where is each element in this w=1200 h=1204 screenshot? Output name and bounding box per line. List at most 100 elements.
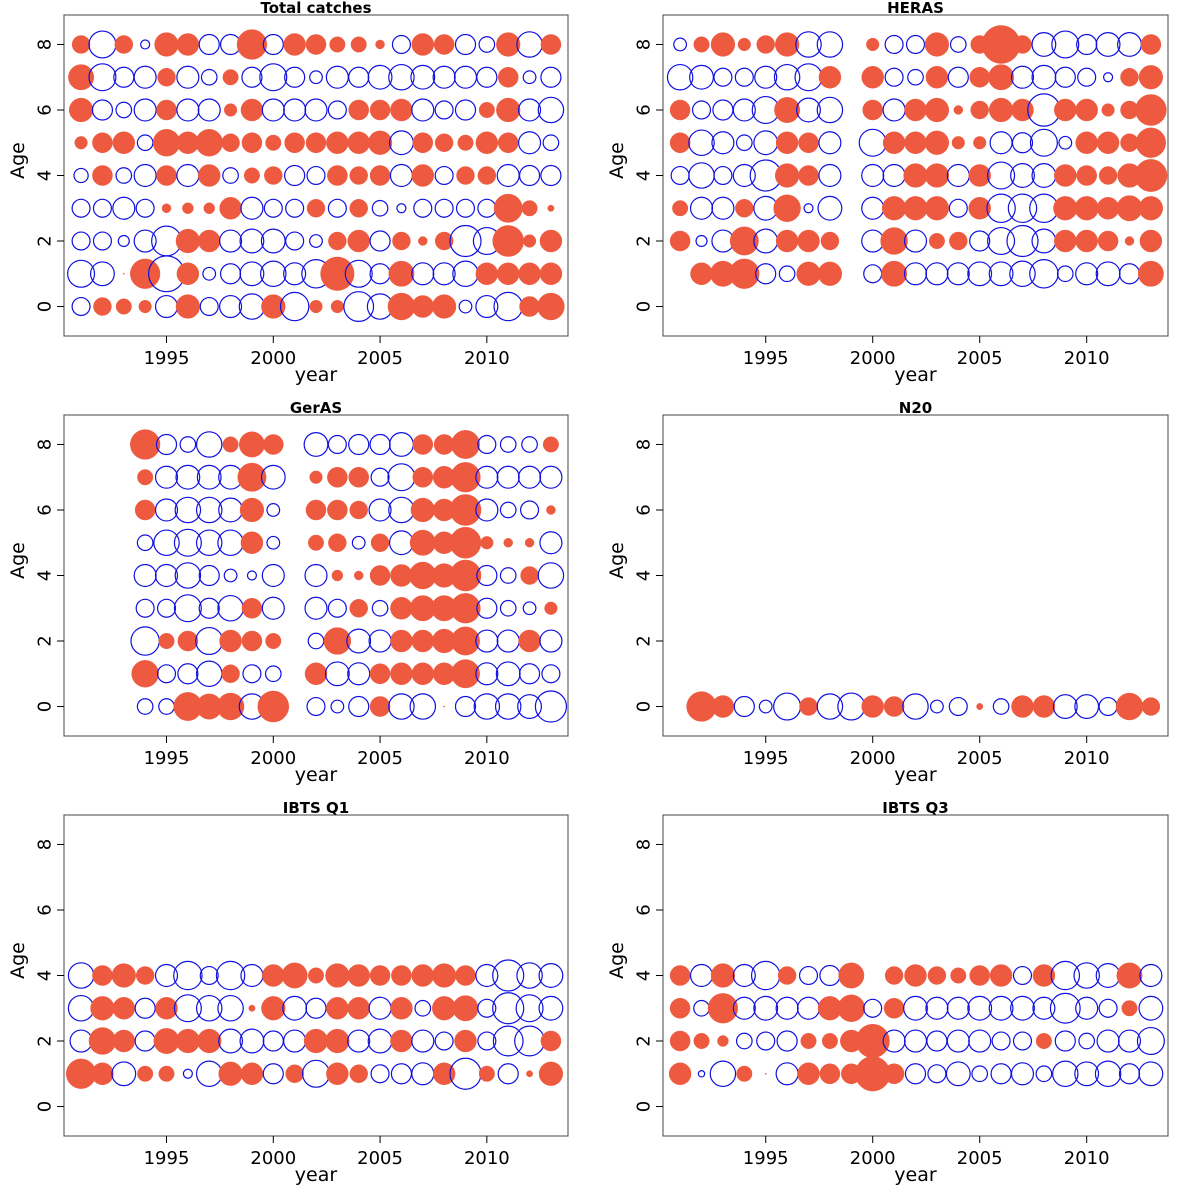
bubble-negative bbox=[989, 131, 1013, 155]
panel-ibts-q1: IBTS Q1 year Age 1995 2000 2005 2010 0 2 4 6 8 bbox=[7, 799, 569, 1186]
y-tick-label: 4 bbox=[633, 570, 654, 581]
bubble-negative bbox=[390, 1063, 413, 1085]
bubble-negative bbox=[733, 695, 755, 718]
bubble-negative bbox=[925, 996, 949, 1020]
bubble-negative bbox=[242, 664, 262, 684]
bubble-positive bbox=[390, 1029, 413, 1053]
bubble-negative bbox=[904, 1063, 927, 1085]
bubble-negative bbox=[1136, 1026, 1165, 1056]
bubble-negative bbox=[304, 596, 328, 620]
bubble-positive bbox=[773, 194, 801, 222]
x-tick-label: 2005 bbox=[957, 748, 1003, 769]
bubble-positive bbox=[130, 429, 161, 460]
bubble-positive bbox=[325, 1028, 350, 1054]
bubble-positive bbox=[222, 69, 239, 86]
bubble-negative bbox=[195, 994, 223, 1022]
bubble-positive bbox=[542, 436, 559, 453]
bubble-negative bbox=[753, 995, 779, 1021]
bubble-positive bbox=[669, 997, 691, 1019]
bubble-positive bbox=[449, 559, 482, 592]
bubble-positive bbox=[433, 34, 455, 55]
bubble-negative bbox=[195, 529, 223, 557]
x-tick-label: 2010 bbox=[464, 1148, 510, 1169]
bubble-positive bbox=[432, 1062, 456, 1085]
bubble-negative bbox=[198, 597, 220, 619]
bubble-negative bbox=[195, 431, 223, 458]
y-tick-label: 2 bbox=[34, 1035, 55, 1046]
y-axis-label: Age bbox=[7, 142, 29, 179]
bubble-positive bbox=[819, 1063, 841, 1085]
bubble-negative bbox=[540, 164, 562, 187]
bubble-negative bbox=[67, 259, 96, 288]
bubble-negative bbox=[1117, 32, 1142, 57]
y-tick-label: 8 bbox=[633, 439, 654, 450]
bubble-positive bbox=[369, 565, 391, 586]
bubble-negative bbox=[239, 228, 265, 254]
x-tick-label: 2000 bbox=[850, 348, 896, 369]
bubble-negative bbox=[775, 996, 799, 1020]
bubble-positive bbox=[496, 262, 520, 285]
bubble-positive bbox=[391, 965, 412, 986]
bubble-negative bbox=[1029, 128, 1058, 157]
bubble-negative bbox=[113, 66, 135, 88]
bubble-positive bbox=[903, 196, 928, 221]
bubble-negative bbox=[945, 1061, 971, 1087]
bubble-negative bbox=[347, 662, 371, 686]
bubble-positive bbox=[239, 497, 265, 523]
bubble-positive bbox=[669, 132, 691, 154]
bubble-negative bbox=[816, 693, 844, 720]
bubble-negative bbox=[755, 263, 777, 285]
bubble-positive bbox=[432, 963, 457, 988]
bubble-positive bbox=[348, 99, 369, 121]
bubble-positive bbox=[92, 165, 113, 186]
bubble-positive bbox=[518, 262, 541, 285]
y-tick-label: 2 bbox=[633, 235, 654, 246]
x-tick-label: 1995 bbox=[144, 1148, 190, 1169]
bubble-positive bbox=[303, 1028, 329, 1054]
bubble-positive bbox=[497, 66, 519, 88]
bubble-negative bbox=[89, 261, 115, 287]
y-tick-label: 0 bbox=[34, 301, 55, 312]
bubble-positive bbox=[1011, 695, 1034, 718]
bubble-negative bbox=[986, 193, 1016, 224]
bubble-negative bbox=[88, 30, 117, 59]
bubble-positive bbox=[134, 499, 156, 521]
bubble-positive bbox=[800, 1033, 817, 1050]
bubble-negative bbox=[688, 129, 715, 157]
bubble-negative bbox=[734, 67, 754, 87]
y-tick-label: 4 bbox=[633, 170, 654, 181]
bubble-negative bbox=[756, 1031, 776, 1051]
bubble-negative bbox=[1050, 960, 1081, 991]
bubble-positive bbox=[454, 1029, 477, 1053]
bubble-positive bbox=[866, 37, 880, 52]
bubble-positive bbox=[492, 225, 524, 257]
bubble-negative bbox=[266, 503, 281, 517]
bubble-negative bbox=[477, 998, 497, 1018]
bubble-negative bbox=[713, 67, 733, 87]
bubble-positive bbox=[306, 199, 326, 218]
bubble-negative bbox=[713, 165, 733, 186]
x-tick-label: 2010 bbox=[464, 748, 510, 769]
bubble-positive bbox=[796, 261, 821, 286]
x-tick-label: 2000 bbox=[250, 348, 296, 369]
bubble-positive bbox=[198, 164, 221, 187]
bubble-positive bbox=[838, 962, 865, 989]
bubble-negative bbox=[1095, 261, 1121, 287]
bubble-negative bbox=[537, 96, 565, 124]
bubble-negative bbox=[434, 1031, 454, 1051]
bubble-negative bbox=[388, 63, 415, 91]
bubble-negative bbox=[1010, 163, 1035, 188]
bubble-positive bbox=[410, 497, 435, 523]
x-tick-label: 2005 bbox=[357, 748, 403, 769]
bubble-negative bbox=[1139, 963, 1163, 988]
x-tick-label: 2010 bbox=[464, 348, 510, 369]
bubble-negative bbox=[239, 1028, 265, 1054]
bubble-negative bbox=[260, 260, 287, 288]
bubble-positive bbox=[493, 193, 523, 223]
x-tick-label: 2010 bbox=[1064, 348, 1110, 369]
bubble-negative bbox=[538, 963, 564, 988]
bubble-positive bbox=[497, 132, 519, 154]
bubble-negative bbox=[238, 293, 266, 320]
bubble-negative bbox=[492, 992, 525, 1025]
bubble-positive bbox=[457, 134, 474, 151]
